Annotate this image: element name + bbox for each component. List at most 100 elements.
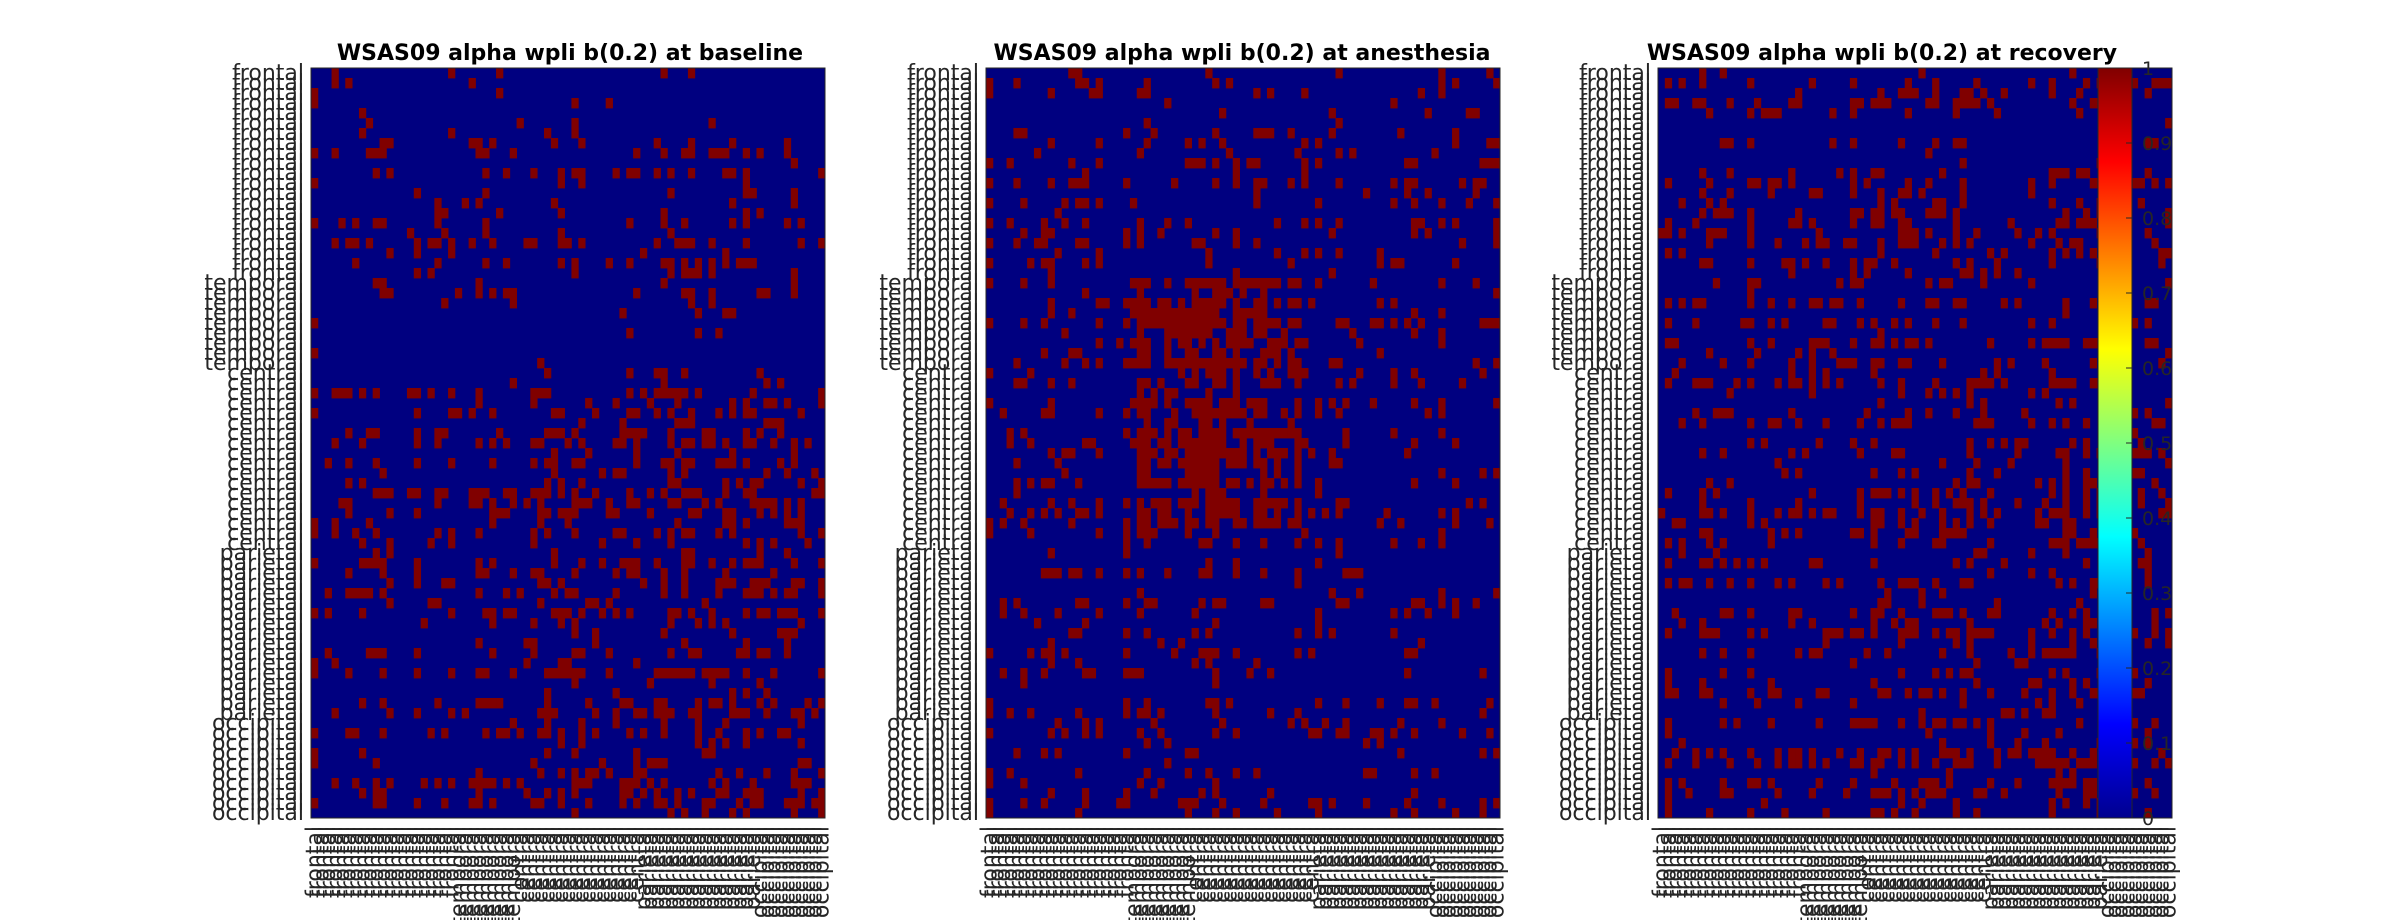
heatmap-cell	[2062, 448, 2070, 459]
row-label: frontal	[907, 201, 979, 226]
column-label: temporal	[1848, 826, 1873, 920]
heatmap-cell	[1390, 728, 1398, 739]
heatmap-cell	[742, 588, 751, 599]
heatmap-cell	[509, 148, 517, 159]
heatmap-cell	[530, 568, 538, 579]
row-label: temporal	[1551, 301, 1651, 326]
heatmap-cell	[1897, 628, 1906, 639]
heatmap-cell	[722, 248, 730, 259]
heatmap-cell	[1390, 258, 1398, 269]
heatmap-cell	[1719, 558, 1727, 569]
heatmap-cell	[2028, 748, 2036, 759]
heatmap-cell	[358, 748, 367, 759]
heatmap-cell	[1959, 698, 1967, 709]
heatmap-cell	[1191, 448, 1199, 459]
heatmap-cell	[1205, 388, 1213, 399]
heatmap-cell	[660, 798, 668, 809]
heatmap-cell	[1314, 628, 1323, 639]
heatmap-cell	[1068, 68, 1076, 79]
heatmap-cell	[1870, 338, 1878, 349]
heatmap-cell	[550, 458, 559, 469]
heatmap-cell	[667, 708, 675, 719]
heatmap-cell	[1897, 378, 1906, 389]
heatmap-cell	[1253, 398, 1261, 409]
heatmap-cell	[1164, 428, 1172, 439]
heatmap-cell	[1123, 568, 1131, 579]
heatmap-cell	[1808, 648, 1817, 659]
heatmap-cell	[1925, 338, 1933, 349]
heatmap-cell	[1253, 238, 1261, 249]
heatmap-cell	[1891, 808, 1899, 819]
heatmap-cell	[1287, 348, 1295, 359]
heatmap-cell	[1157, 708, 1165, 719]
heatmap-cell	[475, 698, 483, 709]
heatmap-cell	[1239, 438, 1247, 449]
heatmap-cell	[1294, 358, 1302, 369]
heatmap-cell	[818, 168, 826, 179]
heatmap-cell	[735, 478, 744, 489]
heatmap-cell	[1678, 198, 1686, 209]
column-label: occipital	[2143, 826, 2168, 918]
heatmap-cell	[1136, 448, 1145, 459]
heatmap-cell	[1191, 658, 1199, 669]
heatmap-cell	[1342, 698, 1350, 709]
heatmap-cell	[1177, 368, 1186, 379]
heatmap-cell	[1397, 748, 1405, 759]
heatmap-cell	[986, 648, 994, 659]
heatmap-cell	[818, 788, 826, 799]
heatmap-cell	[1157, 438, 1165, 449]
heatmap-cell	[674, 478, 682, 489]
heatmap-cell	[1006, 708, 1014, 719]
heatmap-cell	[1849, 78, 1858, 89]
heatmap-cell	[1815, 558, 1823, 569]
heatmap-cell	[1438, 398, 1446, 409]
heatmap-cell	[660, 718, 668, 729]
heatmap-cell	[790, 198, 798, 209]
heatmap-cell	[2055, 788, 2063, 799]
heatmap-cell	[379, 648, 387, 659]
heatmap-cell	[667, 648, 675, 659]
heatmap-cell	[1925, 728, 1933, 739]
heatmap-cell	[509, 288, 517, 299]
heatmap-cell	[1075, 178, 1083, 189]
heatmap-cell	[1184, 508, 1192, 519]
heatmap-cell	[701, 498, 709, 509]
heatmap-cell	[687, 528, 696, 539]
heatmap-cell	[489, 438, 497, 449]
heatmap-cell	[1335, 498, 1343, 509]
heatmap-cell	[2130, 78, 2139, 89]
heatmap-cell	[1273, 378, 1282, 389]
heatmap-cell	[1918, 778, 1926, 789]
column-label: central	[563, 826, 588, 903]
column-label: central	[549, 826, 574, 903]
heatmap-cell	[2144, 298, 2152, 309]
heatmap-cell	[1164, 308, 1172, 319]
heatmap-cell	[338, 388, 346, 399]
heatmap-cell	[1410, 788, 1419, 799]
heatmap-cell	[1123, 708, 1131, 719]
heatmap-cell	[537, 498, 545, 509]
heatmap-cell	[1054, 508, 1062, 519]
row-label: occipital	[212, 761, 304, 786]
heatmap-cell	[1314, 728, 1323, 739]
column-label: occipital	[1437, 826, 1462, 918]
heatmap-cell	[1232, 278, 1240, 289]
column-label: frontal	[1711, 826, 1736, 898]
heatmap-cell	[1123, 318, 1131, 329]
heatmap-cell	[1191, 318, 1199, 329]
heatmap-cell	[324, 608, 332, 619]
heatmap-cell	[687, 238, 696, 249]
heatmap-cell	[687, 438, 696, 449]
heatmap-cell	[986, 528, 994, 539]
column-label: temporal	[1176, 826, 1201, 920]
column-label: parietal	[638, 826, 663, 910]
heatmap-cell	[1219, 418, 1227, 429]
column-label: parietal	[741, 826, 766, 910]
row-label: occipital	[887, 751, 979, 776]
column-label: central	[1930, 826, 1955, 903]
heatmap-cell	[1212, 278, 1220, 289]
heatmap-cell	[2014, 268, 2022, 279]
heatmap-cell	[2048, 538, 2056, 549]
heatmap-cell	[1966, 618, 1974, 629]
heatmap-cell	[1040, 478, 1049, 489]
